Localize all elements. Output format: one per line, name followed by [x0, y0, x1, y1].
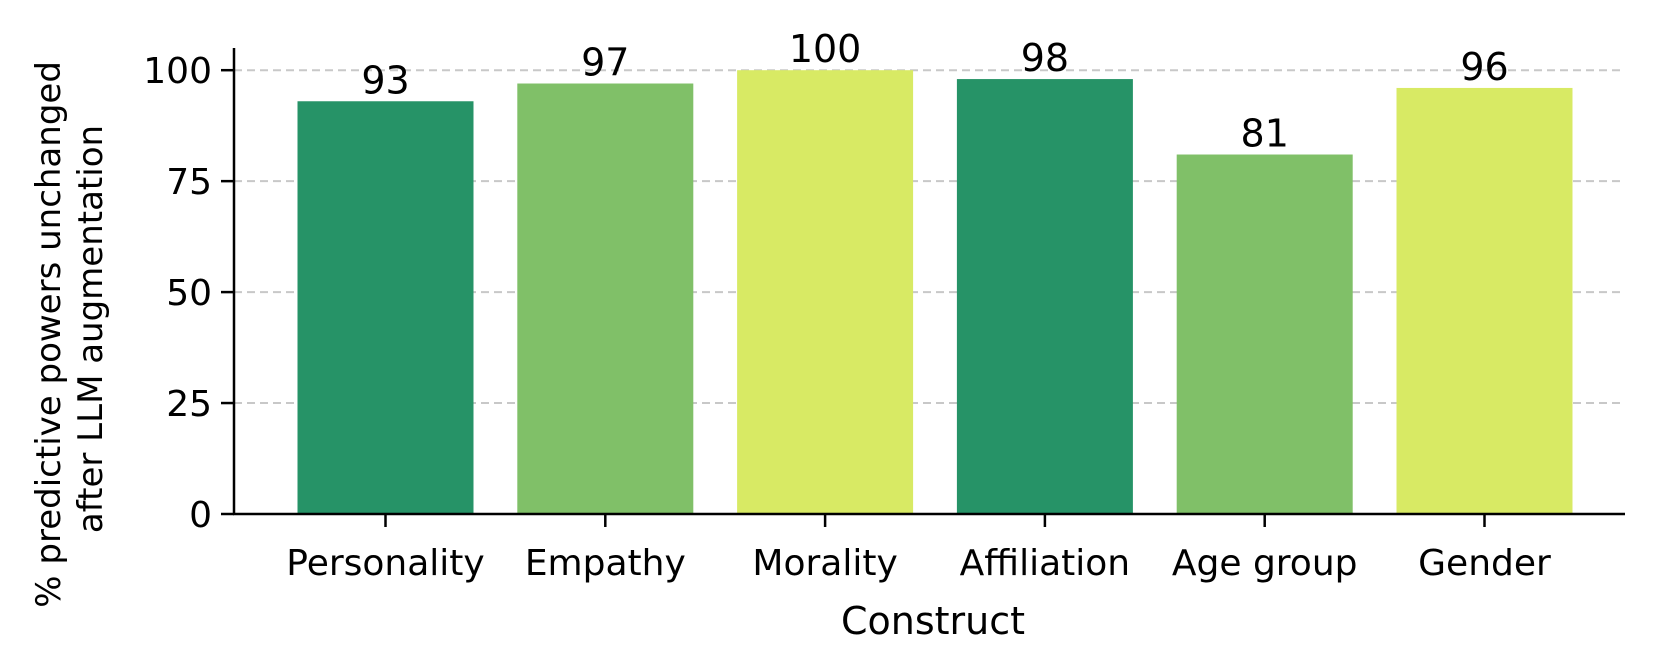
x-tick-label: Age group [1172, 543, 1358, 584]
y-tick-label: 25 [166, 384, 212, 425]
y-tick-label: 0 [189, 495, 212, 536]
bar-value-label: 98 [1021, 36, 1069, 80]
bar-age-group [1176, 154, 1353, 514]
x-ticks: Personality Empathy Morality Affiliation Age… [286, 514, 1551, 584]
y-axis-label-line-1: % predictive powers unchanged [29, 61, 69, 608]
bars [297, 70, 1573, 515]
y-tick-label: 100 [143, 51, 212, 92]
x-tick-label: Affiliation [960, 543, 1130, 584]
x-axis-label: Construct [841, 599, 1025, 643]
x-tick-label: Empathy [525, 543, 686, 584]
bar-value-label: 97 [581, 41, 629, 85]
y-axis-label: % predictive powers unchanged after LLM … [29, 50, 111, 607]
bar-value-label: 81 [1241, 112, 1289, 156]
bar-affiliation [956, 79, 1133, 515]
bar-morality [737, 70, 914, 514]
bar-value-label: 96 [1460, 45, 1508, 89]
y-tick-label: 50 [166, 273, 212, 314]
y-tick-label: 75 [166, 162, 212, 203]
bar-gender [1396, 87, 1573, 514]
x-tick-label: Gender [1418, 543, 1551, 584]
x-tick-label: Personality [286, 543, 484, 584]
y-ticks: 0 25 50 75 100 [143, 51, 234, 536]
y-axis-label-line-2: after LLM augmentation [71, 125, 111, 533]
bar-empathy [517, 83, 694, 514]
bar-value-label: 93 [361, 58, 409, 102]
axes [232, 48, 1625, 516]
bar-personality [297, 101, 474, 514]
bar-value-label: 100 [789, 27, 862, 71]
x-tick-label: Morality [752, 543, 897, 584]
bar-value-labels: 93 97 100 98 81 96 [361, 27, 1508, 155]
gridlines [234, 69, 1625, 405]
